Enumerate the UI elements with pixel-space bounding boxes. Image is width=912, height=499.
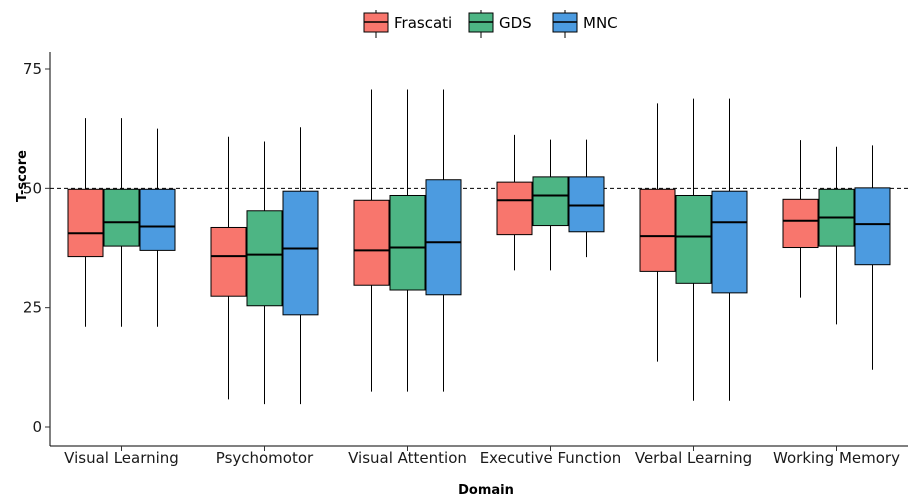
box-body: [568, 176, 605, 233]
y-tick-label: 0: [32, 418, 42, 436]
box-frascati: [782, 140, 819, 298]
box-body: [532, 176, 569, 227]
x-tick-label: Psychomotor: [216, 449, 314, 467]
legend-label: MNC: [583, 14, 618, 32]
box-frascati: [67, 118, 104, 327]
box-body: [103, 188, 140, 247]
x-tick-label: Visual Attention: [348, 449, 467, 467]
box-mnc: [282, 127, 319, 405]
legend-item-frascati: Frascati: [363, 10, 452, 38]
box-body: [389, 194, 426, 291]
box-gds: [389, 89, 426, 392]
plot-area: 0 25 50 75 Visual Learning Psychomotor Visual …: [23, 52, 908, 467]
x-tick-label: Executive Function: [480, 449, 622, 467]
x-tick-label: Working Memory: [773, 449, 900, 467]
legend-label: Frascati: [394, 14, 452, 32]
box-body: [425, 179, 462, 296]
x-tick-label: Verbal Learning: [635, 449, 752, 467]
box-body: [210, 226, 247, 297]
box-mnc: [711, 98, 748, 401]
x-axis-title: Domain: [458, 483, 514, 498]
box-frascati: [353, 89, 390, 392]
box-gds: [532, 139, 569, 271]
y-axis-title: T-score: [15, 150, 30, 202]
box-frascati: [210, 136, 247, 400]
box-body: [246, 210, 283, 307]
box-gds: [103, 118, 140, 327]
box-frascati: [496, 134, 533, 271]
box-mnc: [139, 128, 176, 327]
legend-item-mnc: MNC: [552, 10, 618, 38]
box-mnc: [854, 145, 891, 370]
x-tick-label: Visual Learning: [64, 449, 179, 467]
box-gds: [675, 98, 712, 401]
y-tick-label: 75: [23, 60, 42, 78]
box-body: [782, 198, 819, 249]
box-body: [711, 190, 748, 294]
box-body: [353, 199, 390, 286]
box-frascati: [639, 103, 676, 362]
box-body: [639, 188, 676, 272]
y-tick-label: 25: [23, 299, 42, 317]
box-body: [282, 190, 319, 316]
box-body: [496, 181, 533, 236]
y-tick-label: 50: [23, 179, 42, 197]
box-body: [139, 188, 176, 251]
box-mnc: [425, 89, 462, 392]
box-gds: [818, 146, 855, 325]
box-mnc: [568, 139, 605, 258]
box-body: [675, 194, 712, 284]
box-body: [67, 188, 104, 258]
box-gds: [246, 141, 283, 405]
legend-label: GDS: [499, 14, 532, 32]
box-body: [854, 187, 891, 266]
legend-item-gds: GDS: [468, 10, 532, 38]
legend: Frascati GDS MNC: [363, 10, 618, 38]
